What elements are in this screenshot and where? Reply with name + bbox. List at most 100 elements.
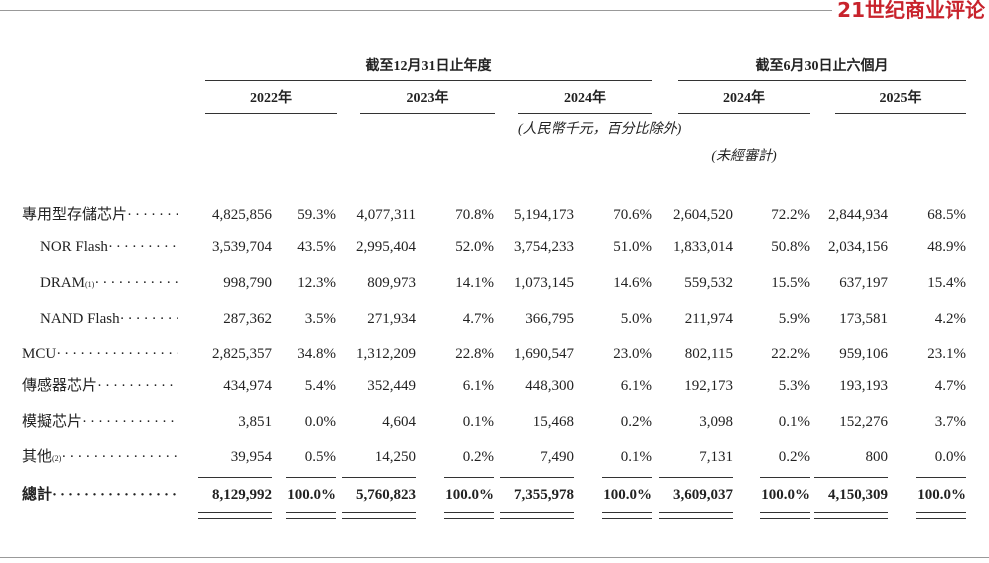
year-rule	[205, 113, 337, 114]
cell: 0.2%	[462, 449, 494, 465]
row-label: MCU·····································…	[22, 345, 178, 363]
cell: 0.0%	[934, 449, 966, 465]
row-label: 總計······································…	[22, 486, 178, 504]
cell: 0.0%	[304, 414, 336, 430]
row-label: DRAM(1)·································…	[40, 274, 178, 294]
cell: 287,362	[223, 311, 272, 327]
total-rule-double	[760, 518, 810, 519]
total-cell: 7,355,978	[514, 487, 574, 503]
total-rule-top	[814, 477, 888, 478]
total-rule-double	[814, 512, 888, 513]
total-rule-double	[916, 512, 966, 513]
cell: 4,604	[382, 414, 416, 430]
cell: 3,098	[699, 414, 733, 430]
total-rule-double	[602, 518, 652, 519]
cell: 2,034,156	[828, 239, 888, 255]
leader-dots: ········································	[61, 449, 178, 465]
label-text: NOR Flash	[40, 239, 108, 255]
year-header: 2024年	[564, 91, 606, 106]
total-rule-top	[286, 477, 336, 478]
year-rule	[360, 113, 495, 114]
label-text: MCU	[22, 346, 57, 362]
total-rule-double	[500, 518, 574, 519]
cell: 14.6%	[613, 275, 652, 291]
cell: 15.4%	[927, 275, 966, 291]
cell: 7,490	[540, 449, 574, 465]
total-rule-top	[659, 477, 733, 478]
cell: 59.3%	[297, 207, 336, 223]
leader-dots: ········································	[127, 207, 178, 223]
cell: 800	[865, 449, 889, 465]
cell: 51.0%	[613, 239, 652, 255]
footnote-ref: (1)	[85, 280, 95, 289]
cell: 52.0%	[455, 239, 494, 255]
cell: 5.0%	[620, 311, 652, 327]
cell: 2,604,520	[673, 207, 733, 223]
label-text: 專用型存儲芯片	[22, 207, 128, 223]
cell: 1,833,014	[673, 239, 733, 255]
total-rule-double	[500, 512, 574, 513]
cell: 4.7%	[934, 378, 966, 394]
label-text: 模擬芯片	[22, 414, 83, 430]
label-text: 總計	[22, 487, 53, 503]
cell: 448,300	[525, 378, 574, 394]
cell: 211,974	[684, 311, 733, 327]
cell: 39,954	[230, 449, 272, 465]
year-header: 2025年	[879, 91, 922, 106]
leader-dots: ········································	[56, 346, 178, 362]
cell: 1,312,209	[356, 346, 416, 362]
cell: 434,974	[223, 378, 272, 394]
row-label: NOR Flash·······························…	[40, 238, 178, 256]
leader-dots: ········································	[94, 275, 178, 291]
cell: 1,073,145	[514, 275, 574, 291]
cell: 0.1%	[462, 414, 494, 430]
top-rule	[0, 10, 832, 11]
cell: 802,115	[684, 346, 733, 362]
cell: 5.3%	[778, 378, 810, 394]
cell: 14,250	[374, 449, 416, 465]
cell: 998,790	[223, 275, 272, 291]
total-cell: 100.0%	[287, 487, 336, 503]
total-rule-double	[659, 518, 733, 519]
cell: 366,795	[525, 311, 574, 327]
total-rule-double	[814, 518, 888, 519]
total-rule-double	[760, 512, 810, 513]
total-rule-top	[916, 477, 966, 478]
total-cell: 100.0%	[603, 487, 652, 503]
cell: 193,193	[839, 378, 888, 394]
brand: 21世纪商业评论	[837, 0, 985, 22]
total-rule-top	[342, 477, 416, 478]
audit-note: (未經審計)	[711, 149, 777, 164]
cell: 5.9%	[778, 311, 810, 327]
row-label: 專用型存儲芯片·································…	[22, 206, 178, 224]
label-text: 傳感器芯片	[22, 378, 98, 394]
cell: 271,934	[367, 311, 416, 327]
label-text: DRAM	[40, 275, 86, 291]
total-rule-double	[286, 512, 336, 513]
row-label: 模擬芯片····································…	[22, 413, 178, 431]
total-rule-double	[659, 512, 733, 513]
total-rule-top	[500, 477, 574, 478]
cell: 173,581	[839, 311, 888, 327]
cell: 6.1%	[620, 378, 652, 394]
cell: 559,532	[684, 275, 733, 291]
unit-note: (人民幣千元，百分比除外)	[518, 122, 682, 137]
cell: 352,449	[367, 378, 416, 394]
cell: 43.5%	[297, 239, 336, 255]
total-cell: 100.0%	[917, 487, 966, 503]
total-rule-double	[916, 518, 966, 519]
cell: 4.2%	[934, 311, 966, 327]
cell: 1,690,547	[514, 346, 574, 362]
cell: 0.1%	[620, 449, 652, 465]
cell: 68.5%	[927, 207, 966, 223]
total-rule-double	[286, 518, 336, 519]
cell: 22.2%	[771, 346, 810, 362]
group-header: 截至12月31日止年度	[365, 59, 492, 74]
cell: 2,995,404	[356, 239, 416, 255]
total-rule-double	[444, 512, 494, 513]
cell: 23.0%	[613, 346, 652, 362]
total-rule-double	[602, 512, 652, 513]
cell: 4.7%	[462, 311, 494, 327]
total-rule-top	[444, 477, 494, 478]
